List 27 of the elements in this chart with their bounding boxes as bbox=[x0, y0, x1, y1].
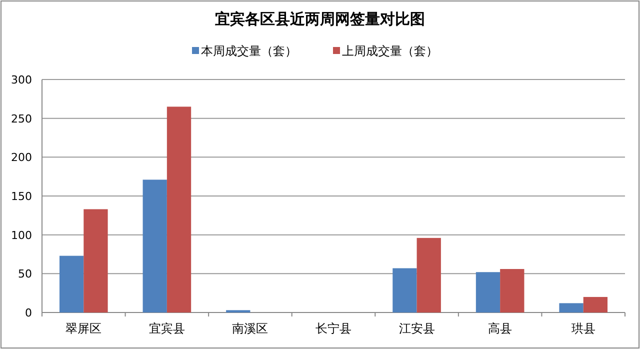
bar bbox=[84, 209, 108, 312]
bar bbox=[559, 303, 584, 312]
y-tick-label: 100 bbox=[11, 228, 32, 242]
y-tick-label: 300 bbox=[11, 74, 32, 86]
bar bbox=[476, 272, 500, 312]
bar bbox=[416, 238, 441, 312]
x-tick-label: 翠屏区 bbox=[66, 322, 102, 336]
y-tick-label: 200 bbox=[11, 151, 32, 164]
x-tick-label: 江安县 bbox=[398, 322, 435, 336]
y-tick-label: 150 bbox=[11, 190, 32, 203]
x-tick-label: 长宁县 bbox=[316, 322, 352, 336]
bar bbox=[500, 269, 524, 312]
bar bbox=[142, 180, 167, 312]
bar bbox=[166, 106, 192, 312]
y-tick-label: 50 bbox=[18, 268, 32, 281]
bar bbox=[583, 296, 608, 312]
x-tick-label: 宜宾县 bbox=[148, 322, 185, 336]
legend-label: 本周成交量（套） bbox=[201, 44, 297, 58]
bar bbox=[392, 268, 417, 312]
legend-label: 上周成交量（套） bbox=[342, 44, 438, 58]
x-tick-label: 高县 bbox=[488, 322, 512, 336]
bar bbox=[59, 256, 84, 312]
y-tick-label: 0 bbox=[25, 306, 32, 320]
chart-title: 宜宾各区县近两周网签量对比图 bbox=[215, 10, 425, 28]
y-tick-label: 250 bbox=[11, 112, 32, 126]
x-tick-label: 珙县 bbox=[571, 322, 596, 336]
x-tick-label: 南溪区 bbox=[232, 322, 268, 336]
